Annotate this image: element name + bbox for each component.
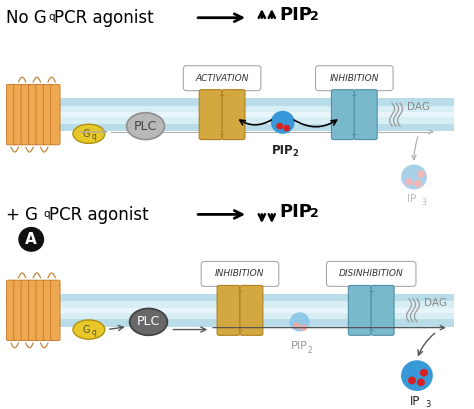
FancyBboxPatch shape <box>199 90 222 139</box>
Circle shape <box>420 369 428 377</box>
Bar <box>6 304 454 316</box>
Circle shape <box>401 360 433 391</box>
FancyBboxPatch shape <box>43 84 53 145</box>
Bar <box>6 121 454 131</box>
Ellipse shape <box>127 113 164 139</box>
Text: 3: 3 <box>421 198 426 207</box>
Circle shape <box>271 111 295 134</box>
Circle shape <box>417 378 425 386</box>
FancyBboxPatch shape <box>21 280 30 341</box>
FancyBboxPatch shape <box>51 280 60 341</box>
FancyBboxPatch shape <box>14 84 23 145</box>
Bar <box>6 316 454 327</box>
Bar <box>6 98 454 109</box>
Text: q: q <box>43 209 50 219</box>
Text: q: q <box>48 12 55 22</box>
Circle shape <box>417 170 425 178</box>
Ellipse shape <box>73 320 105 339</box>
Text: INHIBITION: INHIBITION <box>215 270 265 279</box>
FancyBboxPatch shape <box>348 285 371 335</box>
FancyBboxPatch shape <box>51 84 60 145</box>
FancyBboxPatch shape <box>36 280 46 341</box>
Circle shape <box>283 125 290 131</box>
FancyBboxPatch shape <box>222 90 245 139</box>
Bar <box>6 294 454 304</box>
Text: G: G <box>82 325 90 335</box>
Text: PIP: PIP <box>280 203 313 221</box>
Ellipse shape <box>73 124 105 144</box>
Circle shape <box>405 178 413 186</box>
Bar <box>6 301 454 308</box>
Text: 2: 2 <box>308 346 312 355</box>
FancyBboxPatch shape <box>43 280 53 341</box>
Circle shape <box>300 324 307 331</box>
Text: ACTIVATION: ACTIVATION <box>195 74 249 83</box>
Circle shape <box>401 164 427 189</box>
Text: PIP: PIP <box>291 341 308 351</box>
Circle shape <box>18 227 44 252</box>
Text: q: q <box>91 328 96 337</box>
Circle shape <box>293 322 300 329</box>
FancyBboxPatch shape <box>183 66 261 91</box>
FancyBboxPatch shape <box>14 280 23 341</box>
Text: DISINHIBITION: DISINHIBITION <box>339 270 403 279</box>
Text: PCR agonist: PCR agonist <box>49 206 149 224</box>
FancyBboxPatch shape <box>6 280 16 341</box>
Text: PCR agonist: PCR agonist <box>54 9 154 27</box>
Bar <box>6 106 454 112</box>
FancyBboxPatch shape <box>201 261 279 286</box>
Bar <box>6 313 454 319</box>
FancyBboxPatch shape <box>28 84 38 145</box>
Text: IP: IP <box>407 194 417 204</box>
Circle shape <box>290 312 310 331</box>
Text: DAG: DAG <box>407 102 430 112</box>
Text: 2: 2 <box>310 10 319 23</box>
Circle shape <box>276 123 283 130</box>
Circle shape <box>414 180 422 188</box>
Text: PIP: PIP <box>280 6 313 24</box>
FancyBboxPatch shape <box>28 280 38 341</box>
FancyBboxPatch shape <box>327 261 416 286</box>
Bar <box>6 109 454 121</box>
Text: + G: + G <box>6 206 38 224</box>
Text: 3: 3 <box>425 400 430 409</box>
Bar <box>6 117 454 124</box>
Text: DAG: DAG <box>424 298 447 308</box>
FancyBboxPatch shape <box>354 90 377 139</box>
FancyBboxPatch shape <box>21 84 30 145</box>
Text: 2: 2 <box>292 149 299 158</box>
Circle shape <box>408 377 416 384</box>
Text: G: G <box>82 129 90 139</box>
FancyBboxPatch shape <box>36 84 46 145</box>
FancyBboxPatch shape <box>371 285 394 335</box>
Text: No G: No G <box>6 9 47 27</box>
FancyBboxPatch shape <box>316 66 393 91</box>
FancyBboxPatch shape <box>240 285 263 335</box>
FancyBboxPatch shape <box>6 84 16 145</box>
FancyBboxPatch shape <box>331 90 354 139</box>
Text: 2: 2 <box>310 207 319 220</box>
Text: INHIBITION: INHIBITION <box>329 74 379 83</box>
Text: q: q <box>91 132 96 141</box>
Text: PLC: PLC <box>137 315 160 328</box>
Text: IP: IP <box>410 395 420 408</box>
Ellipse shape <box>129 308 167 335</box>
FancyBboxPatch shape <box>217 285 240 335</box>
Text: PIP: PIP <box>272 144 293 157</box>
Text: A: A <box>25 232 37 247</box>
Text: PLC: PLC <box>134 119 157 133</box>
